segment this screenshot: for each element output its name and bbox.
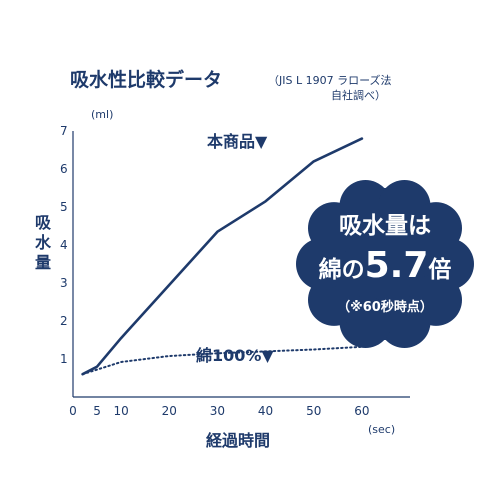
x-unit-label: (sec)	[368, 423, 395, 436]
badge-line2-prefix: 綿の	[319, 256, 365, 283]
method-note-source: 自社調べ）	[331, 88, 386, 102]
badge-line2-suffix: 倍	[428, 256, 451, 283]
y-axis-title: 吸水量	[35, 213, 52, 272]
y-axis-title-char: 量	[35, 253, 51, 272]
x-tick-label: 50	[306, 404, 321, 418]
badge-line2: 綿の5.7倍	[319, 245, 452, 286]
x-tick-label: 20	[162, 404, 177, 418]
badge-petal	[339, 180, 392, 232]
x-tick-label: 0	[69, 404, 77, 418]
x-tick-label: 60	[354, 404, 369, 418]
y-axis-title-char: 水	[35, 233, 52, 252]
x-tick-label: 40	[258, 404, 273, 418]
badge-line1: 吸水量は	[339, 213, 431, 239]
x-tick-label: 5	[93, 404, 101, 418]
series-label-product: 本商品▼	[207, 132, 268, 151]
series-line-product	[81, 137, 364, 376]
y-tick-label: 1	[60, 352, 68, 366]
y-tick-label: 3	[60, 276, 68, 290]
flower-badge-shape	[296, 180, 474, 348]
y-tick-label: 4	[60, 238, 68, 252]
x-tick-label: 10	[114, 404, 129, 418]
y-tick-label: 2	[60, 314, 68, 328]
y-tick-label: 5	[60, 200, 68, 214]
badge-highlight-value: 5.7	[365, 245, 429, 286]
series-line-cotton	[81, 345, 363, 376]
y-tick-label: 7	[60, 124, 68, 138]
badge-line3: （※60秒時点）	[337, 299, 433, 315]
y-unit-label: (ml)	[91, 108, 113, 121]
badge-petal	[410, 202, 462, 255]
method-note: （JIS L 1907 ラローズ法	[268, 73, 392, 87]
highlight-badge: 吸水量は 綿の5.7倍 （※60秒時点）	[296, 180, 474, 348]
chart-title: 吸水性比較データ	[70, 68, 222, 91]
badge-petal	[378, 296, 431, 348]
series-label-cotton: 綿100%▼	[196, 346, 274, 365]
x-tick-label: 30	[210, 404, 225, 418]
x-axis-title: 経過時間	[206, 431, 270, 450]
y-axis-title-char: 吸	[35, 213, 52, 232]
y-tick-label: 6	[60, 162, 68, 176]
